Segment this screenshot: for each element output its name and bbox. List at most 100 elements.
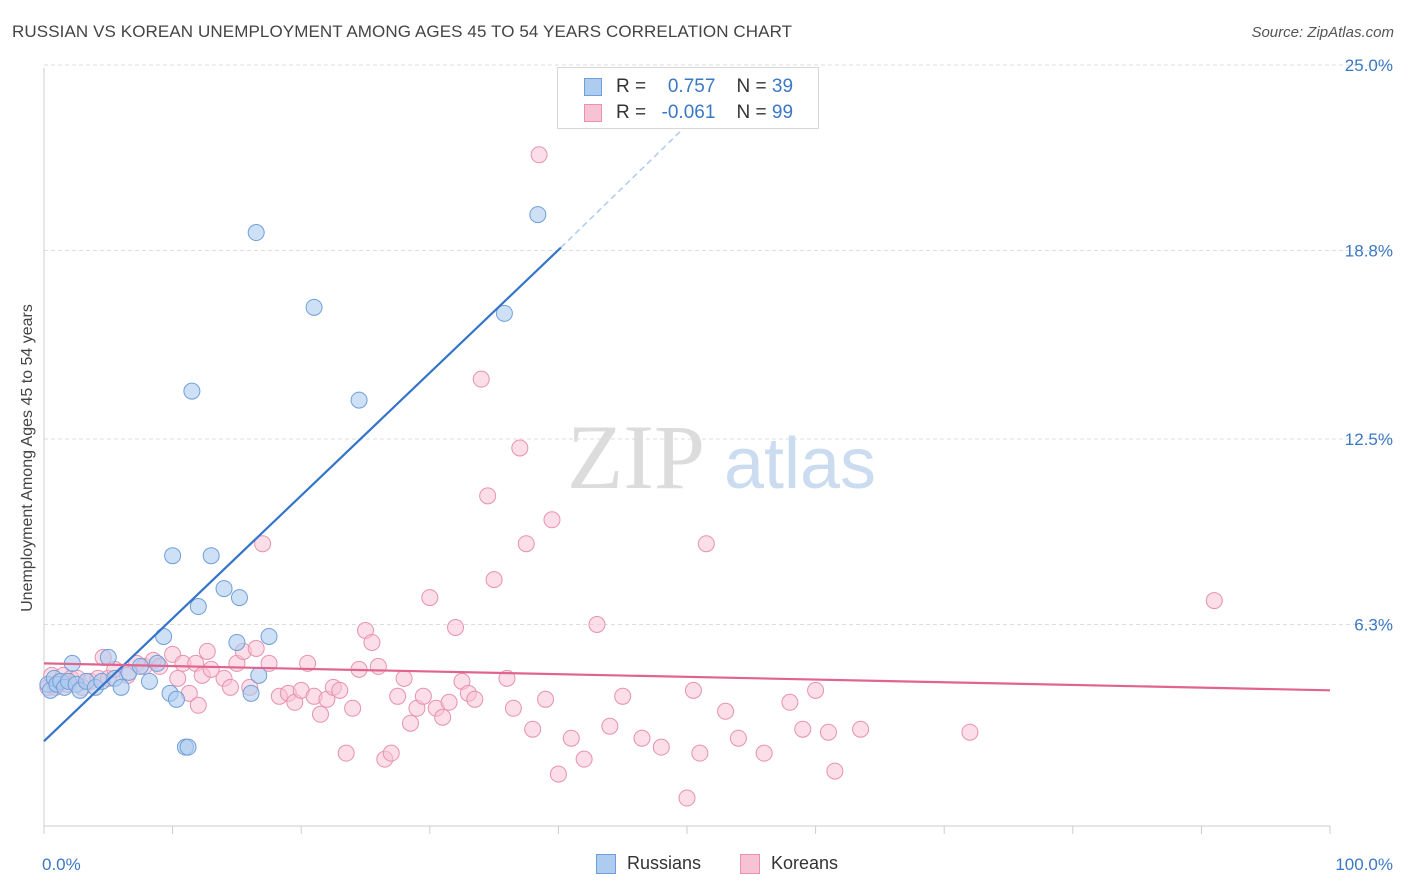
korean-point-24 [189, 696, 207, 714]
bottom-label-koreans: Koreans [771, 853, 839, 873]
n-value-russians: 39 [771, 76, 794, 97]
korean-point-91 [729, 729, 747, 747]
korean-point-51 [369, 657, 387, 675]
korean-point-74 [524, 720, 542, 738]
korean-point-76 [537, 690, 555, 708]
source-label: Source: ZipAtlas.com [1251, 24, 1394, 41]
n-label: N = [736, 76, 767, 97]
korean-point-83 [614, 687, 632, 705]
korean-point-27 [202, 660, 220, 678]
russian-point-29 [215, 580, 233, 598]
russian-point-34 [250, 666, 268, 684]
russian-point-23 [164, 547, 182, 565]
korean-point-77 [543, 511, 561, 529]
tick-labels: 6.3% 12.5% 18.8% 25.0% 0.0% 100.0% [42, 56, 1393, 874]
korean-point-34 [254, 535, 272, 553]
korean-point-99 [961, 723, 979, 741]
bottom-swatch-koreans [740, 854, 760, 874]
russian-point-38 [495, 304, 513, 322]
korean-point-55 [395, 669, 413, 687]
korean-point-75 [530, 146, 548, 164]
r-value-russians: 0.757 [667, 76, 716, 97]
korean-point-33 [247, 639, 265, 657]
russians-trend-line [43, 246, 562, 742]
korean-point-50 [363, 633, 381, 651]
y-tick-label-1: 12.5% [1345, 430, 1393, 449]
russians-points [39, 206, 547, 756]
russian-point-28 [202, 547, 220, 565]
n-label: N = [736, 102, 767, 123]
korean-point-54 [389, 687, 407, 705]
russian-point-13 [99, 648, 117, 666]
korean-point-67 [472, 370, 490, 388]
korean-point-85 [652, 738, 670, 756]
russian-point-39 [529, 206, 547, 224]
korean-point-42 [311, 705, 329, 723]
r-label: R = [616, 102, 647, 123]
gridlines [44, 64, 1394, 626]
korean-point-87 [684, 681, 702, 699]
korean-point-89 [697, 535, 715, 553]
legend-text-koreans: R = -0.061 N = 99 [616, 102, 793, 124]
watermark-zip: ZIP [567, 406, 705, 508]
r-label: R = [616, 76, 647, 97]
korean-point-78 [549, 765, 567, 783]
x-tick-label-0: 0.0% [42, 855, 81, 874]
korean-point-62 [440, 693, 458, 711]
korean-point-71 [504, 699, 522, 717]
korean-point-73 [517, 535, 535, 553]
korean-point-66 [466, 690, 484, 708]
korean-point-92 [755, 744, 773, 762]
korean-point-69 [485, 571, 503, 589]
korean-point-94 [794, 720, 812, 738]
russian-point-37 [350, 391, 368, 409]
russian-point-15 [112, 678, 130, 696]
korean-point-95 [807, 681, 825, 699]
russian-point-27 [189, 598, 207, 616]
russian-point-31 [230, 589, 248, 607]
korean-point-72 [511, 439, 529, 457]
korean-point-46 [337, 744, 355, 762]
russian-point-32 [242, 684, 260, 702]
watermark-atlas: atlas [724, 424, 876, 504]
korean-point-90 [717, 702, 735, 720]
korean-point-88 [691, 744, 709, 762]
bottom-label-russians: Russians [627, 853, 702, 873]
korean-point-80 [575, 750, 593, 768]
russian-point-19 [148, 654, 166, 672]
chart-title: RUSSIAN VS KOREAN UNEMPLOYMENT AMONG AGE… [12, 22, 793, 41]
korean-point-96 [819, 723, 837, 741]
korean-point-63 [447, 618, 465, 636]
x-tick-label-1: 100.0% [1335, 855, 1393, 874]
korean-point-56 [402, 714, 420, 732]
y-tick-label-2: 18.8% [1345, 242, 1393, 261]
korean-point-40 [299, 654, 317, 672]
legend-text-russians: R = 0.757 N = 39 [616, 76, 793, 98]
korean-point-47 [344, 699, 362, 717]
legend-swatch-koreans [584, 104, 602, 122]
y-tick-label-3: 25.0% [1345, 56, 1393, 75]
russian-point-25 [179, 738, 197, 756]
russian-point-33 [247, 224, 265, 242]
n-value-koreans: 99 [771, 102, 794, 123]
y-tick-label-0: 6.3% [1354, 616, 1393, 635]
korean-point-61 [434, 708, 452, 726]
korean-point-53 [382, 744, 400, 762]
russian-point-22 [167, 690, 185, 708]
bottom-swatch-russians [596, 854, 616, 874]
korean-point-20 [169, 669, 187, 687]
korean-point-97 [826, 762, 844, 780]
axes [43, 68, 1331, 834]
russian-point-35 [260, 627, 278, 645]
korean-point-58 [414, 687, 432, 705]
russian-point-26 [183, 382, 201, 400]
korean-point-81 [588, 616, 606, 634]
legend-swatch-russians [584, 78, 602, 96]
korean-point-29 [221, 678, 239, 696]
korean-point-86 [678, 789, 696, 807]
russian-point-36 [305, 298, 323, 316]
korean-point-79 [562, 729, 580, 747]
korean-point-100 [1205, 592, 1223, 610]
korean-point-98 [852, 720, 870, 738]
